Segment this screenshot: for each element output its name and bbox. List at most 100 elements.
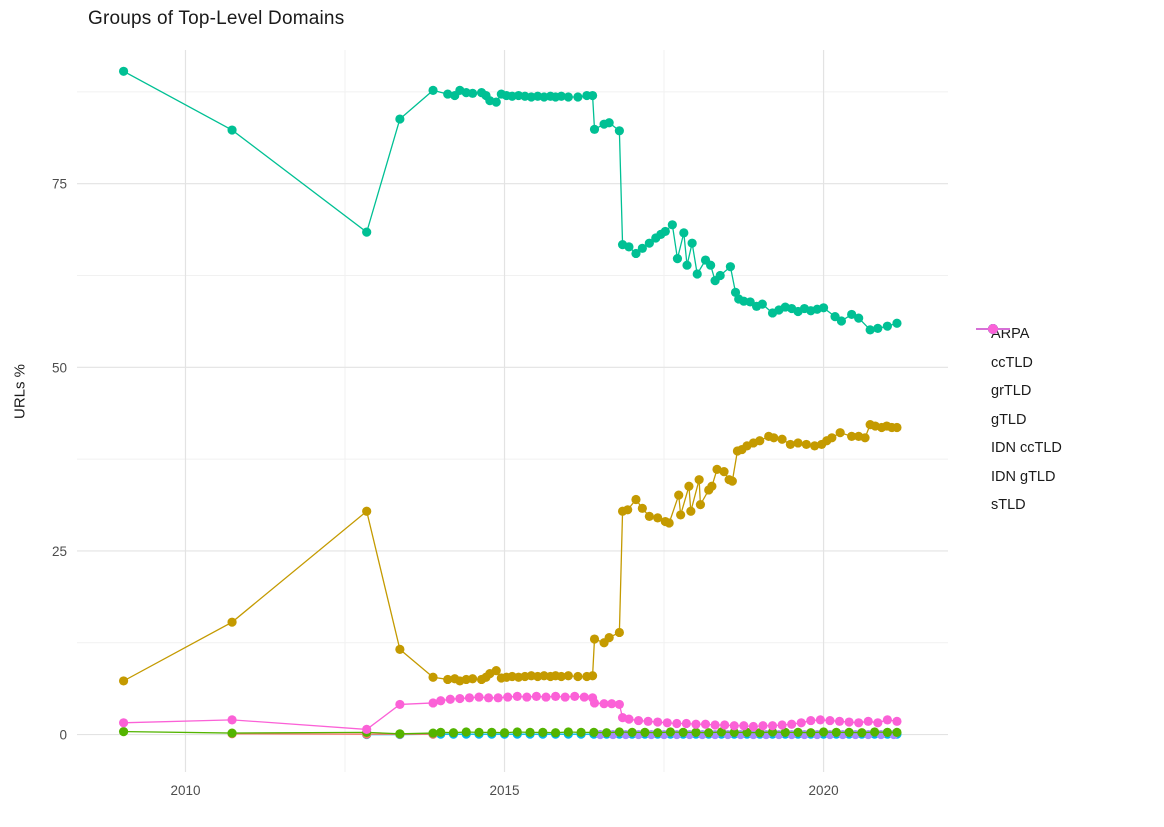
data-point bbox=[674, 490, 684, 500]
data-point bbox=[653, 717, 663, 727]
data-point bbox=[719, 466, 729, 477]
data-point bbox=[428, 698, 438, 708]
data-point bbox=[614, 699, 624, 710]
data-point bbox=[631, 248, 641, 259]
data-point bbox=[643, 716, 653, 726]
data-point bbox=[892, 318, 902, 328]
data-point bbox=[818, 727, 829, 737]
data-point bbox=[672, 718, 682, 729]
data-point bbox=[614, 627, 624, 638]
data-point bbox=[796, 718, 806, 728]
data-point bbox=[644, 238, 654, 248]
data-point bbox=[720, 720, 730, 730]
series-gTLD bbox=[118, 66, 902, 335]
data-point bbox=[777, 434, 787, 444]
data-point bbox=[531, 691, 542, 701]
data-point bbox=[624, 242, 634, 252]
data-point bbox=[835, 428, 845, 438]
data-point bbox=[825, 715, 835, 726]
data-point bbox=[227, 125, 237, 135]
data-point bbox=[865, 325, 875, 335]
data-point bbox=[624, 714, 634, 724]
data-point bbox=[550, 728, 561, 738]
data-point bbox=[455, 693, 465, 704]
data-point bbox=[860, 433, 870, 443]
data-point bbox=[806, 715, 816, 726]
data-point bbox=[692, 269, 702, 279]
legend-item-IDN-ccTLD: IDN ccTLD bbox=[975, 324, 1062, 463]
data-point bbox=[780, 727, 790, 737]
data-point bbox=[672, 253, 683, 264]
data-point bbox=[831, 727, 841, 737]
data-point bbox=[563, 671, 573, 681]
data-point bbox=[563, 727, 573, 737]
data-point bbox=[653, 513, 663, 523]
legend-item-ccTLD: ccTLD bbox=[975, 324, 1062, 378]
data-point bbox=[474, 727, 484, 737]
data-point bbox=[806, 728, 816, 738]
data-point bbox=[653, 728, 663, 738]
data-point bbox=[461, 727, 471, 737]
data-point bbox=[464, 693, 475, 703]
data-point bbox=[854, 313, 864, 323]
data-point bbox=[710, 720, 720, 730]
data-point bbox=[801, 439, 811, 450]
legend-label: IDN gTLD bbox=[991, 468, 1056, 485]
data-point bbox=[810, 441, 820, 451]
data-point bbox=[499, 728, 510, 738]
data-point bbox=[599, 699, 609, 709]
data-point bbox=[637, 503, 647, 513]
data-point bbox=[777, 720, 787, 730]
data-point bbox=[748, 721, 758, 732]
data-point bbox=[827, 433, 837, 443]
data-point bbox=[563, 92, 573, 102]
data-point bbox=[727, 476, 737, 486]
data-point bbox=[468, 674, 478, 684]
data-point bbox=[362, 724, 372, 734]
data-point bbox=[870, 727, 880, 737]
data-point bbox=[395, 699, 405, 710]
data-point bbox=[633, 715, 644, 726]
data-point bbox=[550, 691, 561, 701]
data-point bbox=[691, 727, 701, 737]
legend: ARPA ccTLD grTLD gTLD IDN ccTLD IDN gTLD sTLD bbox=[975, 320, 1062, 520]
data-point bbox=[667, 220, 677, 230]
data-point bbox=[556, 91, 566, 101]
data-point bbox=[604, 118, 614, 128]
legend-item-gTLD: gTLD bbox=[975, 324, 1062, 435]
data-point bbox=[560, 692, 570, 702]
data-point bbox=[758, 721, 768, 731]
data-point bbox=[614, 727, 624, 737]
data-point bbox=[664, 518, 674, 528]
y-tick-label: 0 bbox=[59, 728, 67, 743]
data-point bbox=[428, 672, 438, 682]
data-point bbox=[118, 727, 129, 737]
data-point bbox=[847, 431, 857, 441]
data-point bbox=[587, 90, 598, 101]
legend-label: ccTLD bbox=[991, 354, 1033, 371]
data-point bbox=[468, 88, 478, 98]
series-grTLD bbox=[118, 727, 902, 739]
data-point bbox=[695, 500, 706, 510]
data-point bbox=[579, 692, 589, 702]
data-point bbox=[118, 66, 129, 76]
series-sTLD bbox=[118, 691, 902, 734]
data-point bbox=[793, 438, 803, 448]
data-point bbox=[712, 464, 722, 474]
legend-label: sTLD bbox=[991, 497, 1026, 514]
legend-item-IDN-gTLD: IDN gTLD bbox=[975, 324, 1062, 492]
data-point bbox=[679, 228, 689, 238]
data-point bbox=[882, 715, 892, 725]
data-point bbox=[873, 718, 883, 728]
data-point bbox=[836, 316, 847, 326]
data-point bbox=[589, 634, 600, 644]
data-point bbox=[491, 666, 501, 676]
data-point bbox=[118, 718, 129, 728]
legend-item-grTLD: grTLD bbox=[975, 324, 1062, 406]
x-tick-label: 2010 bbox=[170, 783, 200, 798]
data-point bbox=[576, 727, 586, 737]
data-point bbox=[589, 124, 600, 134]
data-point bbox=[589, 698, 600, 708]
legend-item-sTLD: sTLD bbox=[975, 324, 1062, 520]
